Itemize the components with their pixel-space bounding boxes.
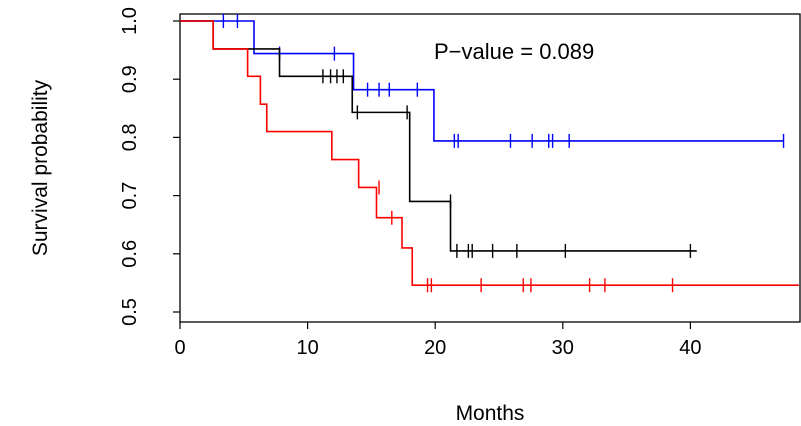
- x-axis: 0 10 20 30 40: [174, 322, 702, 359]
- y-axis-title: Survival probability: [29, 79, 52, 256]
- y-axis: 0.5 0.6 0.7 0.8 0.9 1.0: [119, 7, 180, 326]
- x-axis-title: Months: [456, 402, 525, 425]
- y-tick-label: 1.0: [119, 7, 141, 35]
- x-tick-label: 40: [679, 337, 701, 359]
- x-tick-label: 10: [296, 337, 318, 359]
- p-value-annotation: P−value = 0.089: [434, 39, 594, 64]
- x-tick-label: 0: [174, 337, 185, 359]
- y-tick-label: 0.5: [119, 298, 141, 326]
- survival-curve-0: [180, 20, 784, 142]
- plot-frame: [179, 13, 801, 323]
- y-tick-label: 0.9: [119, 65, 141, 93]
- survival-curve-2: [180, 20, 799, 287]
- y-tick-label: 0.7: [119, 182, 141, 210]
- y-tick-label: 0.8: [119, 123, 141, 151]
- x-tick-label: 20: [424, 337, 446, 359]
- x-tick-label: 30: [552, 337, 574, 359]
- y-tick-label: 0.6: [119, 240, 141, 268]
- series-layer: [180, 14, 799, 293]
